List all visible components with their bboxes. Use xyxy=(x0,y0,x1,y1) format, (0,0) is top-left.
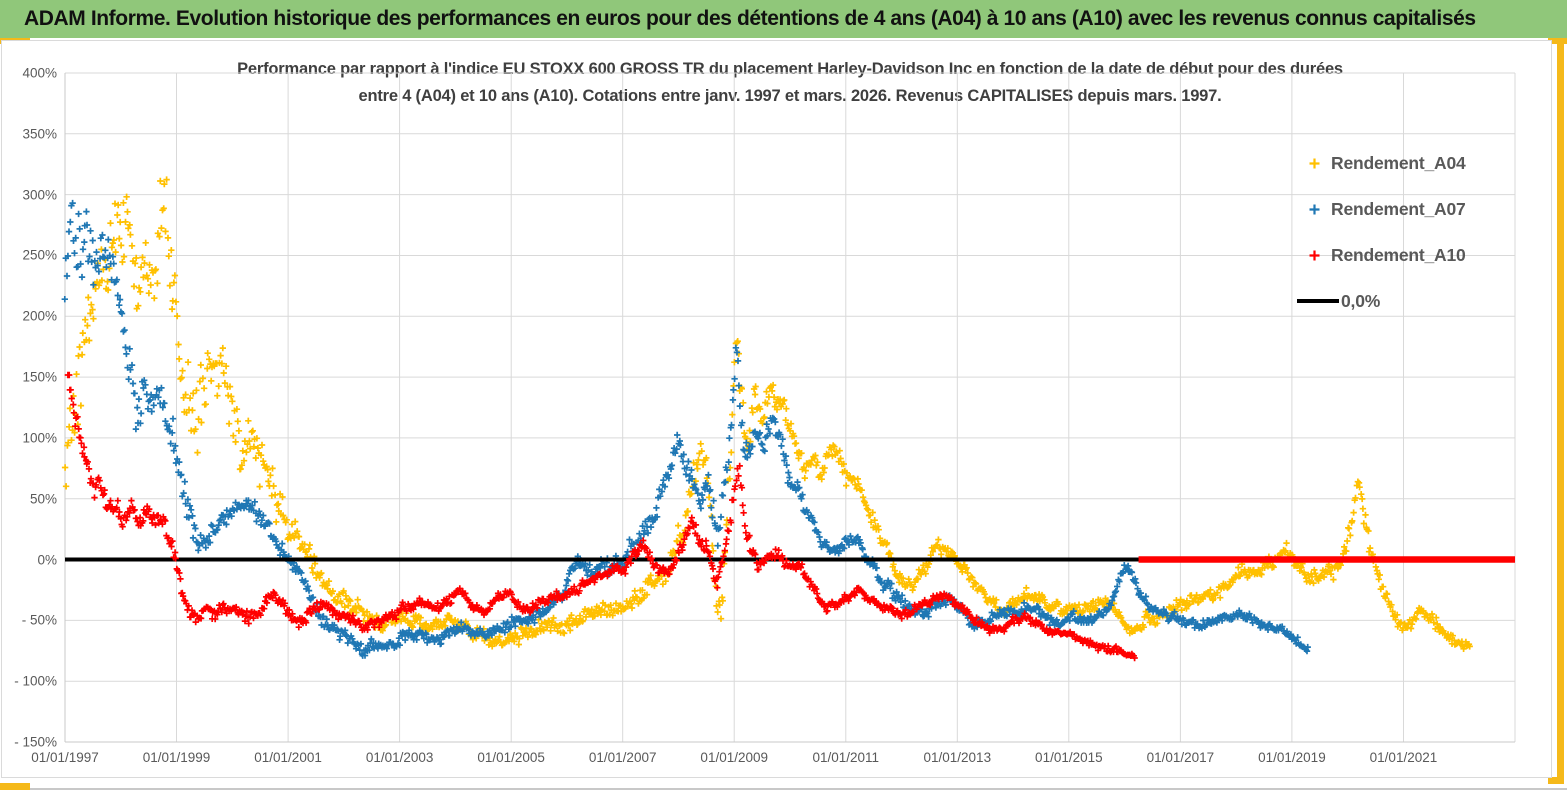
plus-marker-icon xyxy=(1297,157,1331,170)
x-axis-tick-label: 01/01/1999 xyxy=(142,750,211,765)
y-axis-tick-label: - 150% xyxy=(14,734,57,750)
x-axis-tick-label: 01/01/2005 xyxy=(477,750,545,765)
x-axis-tick-label: 01/01/2013 xyxy=(923,750,992,765)
plus-marker-icon xyxy=(1297,249,1331,262)
legend-label: Rendement_A10 xyxy=(1331,244,1466,265)
y-axis-tick-label: 350% xyxy=(22,126,57,142)
zero-line-swatch-icon xyxy=(1297,299,1339,303)
x-axis-tick-label: 01/01/2007 xyxy=(588,750,657,765)
y-axis-tick-label: 0% xyxy=(37,552,57,568)
y-axis-tick-label: 400% xyxy=(22,65,57,81)
y-axis-tick-label: 200% xyxy=(22,308,57,324)
y-axis-tick-label: - 100% xyxy=(14,673,57,689)
legend-item-a04: Rendement_A04 xyxy=(1297,140,1507,186)
chart-title-line2: entre 4 (A04) et 10 ans (A10). Cotations… xyxy=(358,87,1222,105)
x-axis-tick-label: 01/01/1997 xyxy=(31,750,99,765)
report-title: ADAM Informe. Evolution historique des p… xyxy=(24,7,1476,30)
gold-frame-right xyxy=(1557,38,1564,784)
x-axis-tick-label: 01/01/2011 xyxy=(812,750,880,765)
x-axis-tick-label: 01/01/2015 xyxy=(1035,750,1103,765)
legend-item-a10: Rendement_A10 xyxy=(1297,232,1507,278)
legend-label: Rendement_A07 xyxy=(1331,198,1466,219)
gold-frame-bottom-left xyxy=(0,783,30,790)
y-axis-tick-label: 100% xyxy=(22,430,57,446)
gold-frame-bottom-right xyxy=(1548,777,1564,784)
x-axis-tick-label: 01/01/2003 xyxy=(365,750,434,765)
y-axis-tick-label: 250% xyxy=(22,247,57,263)
y-axis-tick-label: 50% xyxy=(29,491,57,507)
plus-marker-icon xyxy=(1297,203,1331,216)
legend-label: 0,0% xyxy=(1341,290,1381,311)
legend: Rendement_A04 Rendement_A07 Rendement_A1… xyxy=(1297,140,1507,324)
y-axis-tick-label: 300% xyxy=(22,187,57,203)
legend-label: Rendement_A04 xyxy=(1331,152,1466,173)
x-axis-tick-label: 01/01/2009 xyxy=(700,750,769,765)
y-axis-tick-label: 150% xyxy=(22,369,57,385)
x-axis-tick-label: 01/01/2021 xyxy=(1369,750,1438,765)
x-axis-tick-label: 01/01/2017 xyxy=(1146,750,1215,765)
y-axis-tick-label: - 50% xyxy=(21,612,57,628)
report-header: ADAM Informe. Evolution historique des p… xyxy=(0,0,1567,38)
legend-item-a07: Rendement_A07 xyxy=(1297,186,1507,232)
x-axis-tick-label: 01/01/2001 xyxy=(254,750,322,765)
legend-item-zero-line: 0,0% xyxy=(1297,278,1507,324)
x-axis-tick-label: 01/01/2019 xyxy=(1258,750,1326,765)
